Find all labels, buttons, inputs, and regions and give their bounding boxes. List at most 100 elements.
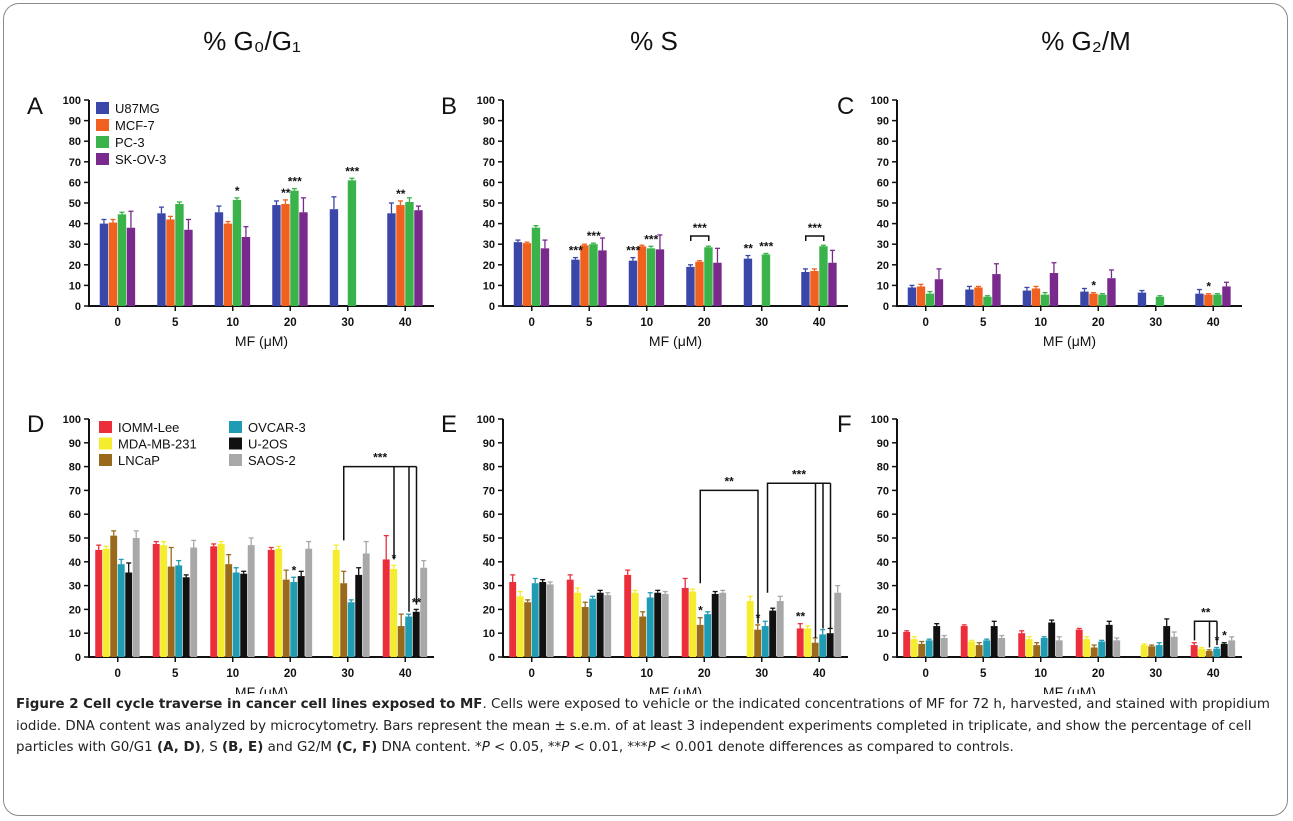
bar: [804, 628, 812, 657]
bar: [918, 643, 926, 657]
bar: [99, 223, 109, 306]
x-tick-label: 30: [755, 668, 768, 680]
bar: [713, 262, 722, 306]
bar: [1155, 296, 1165, 306]
bar: [184, 229, 193, 306]
x-tick-label: 0: [529, 317, 535, 329]
y-tick-label: 10: [69, 628, 81, 640]
x-tick-label: 40: [813, 668, 826, 680]
panel-letter: B: [441, 93, 457, 120]
y-tick-label: 60: [69, 177, 81, 189]
bar: [1155, 645, 1163, 657]
significance-bracket: [766, 482, 831, 593]
y-tick-label: 90: [69, 116, 81, 128]
bar: [1213, 648, 1221, 657]
significance-label: ***: [759, 239, 773, 253]
y-tick-label: 100: [477, 95, 495, 107]
y-tick-label: 50: [877, 198, 889, 210]
bar: [355, 574, 363, 657]
y-tick-label: 30: [877, 581, 889, 593]
bar: [110, 535, 118, 657]
panel-letter: D: [27, 411, 44, 438]
bar: [796, 628, 804, 657]
bar: [1137, 292, 1147, 306]
x-axis-label: MF (μM): [649, 684, 702, 694]
x-tick-label: 30: [341, 317, 354, 329]
y-tick-label: 0: [489, 301, 495, 313]
caption-p-1: P: [481, 740, 490, 755]
x-tick-label: 0: [529, 668, 535, 680]
caption-title: Figure 2 Cell cycle traverse in cancer c…: [16, 697, 483, 712]
x-tick-label: 10: [226, 668, 239, 680]
y-tick-label: 40: [483, 219, 495, 231]
bar: [903, 632, 911, 657]
significance-label: *: [1206, 280, 1211, 294]
significance-label: **: [396, 187, 406, 201]
bar: [1213, 294, 1222, 306]
legend-label: SAOS-2: [248, 453, 296, 468]
y-tick-label: 20: [877, 260, 889, 272]
significance-label: *: [235, 184, 240, 198]
bar: [1107, 278, 1116, 306]
bar: [390, 568, 398, 657]
x-tick-label: 40: [1207, 317, 1220, 329]
bar: [965, 289, 974, 306]
bar: [1048, 622, 1056, 657]
bar: [1083, 639, 1091, 657]
bar: [546, 584, 554, 657]
bar: [711, 593, 719, 657]
bar: [925, 293, 935, 306]
y-tick-label: 20: [69, 604, 81, 616]
x-tick-label: 0: [923, 317, 929, 329]
significance-label: ***: [792, 467, 806, 481]
y-tick-label: 80: [483, 136, 495, 148]
bar: [719, 592, 727, 657]
bar: [225, 564, 233, 657]
bar: [1220, 643, 1228, 657]
bar: [1049, 273, 1059, 306]
bar: [974, 287, 983, 306]
bar: [420, 567, 428, 657]
bar: [925, 640, 933, 657]
bar: [598, 250, 607, 306]
bar: [347, 602, 355, 657]
bar: [387, 213, 396, 306]
x-tick-label: 40: [399, 668, 412, 680]
bar: [1040, 294, 1050, 306]
bar: [998, 637, 1006, 657]
bar: [695, 261, 704, 306]
panel-e: E 0 10 20 30 40 50 60 70 80 90 100 0 5 10 20 30 40 MF (μM)…: [441, 411, 848, 694]
x-tick-label: 0: [923, 668, 929, 680]
y-tick-label: 30: [69, 239, 81, 251]
y-tick-label: 100: [63, 414, 81, 426]
bar: [704, 247, 713, 306]
y-tick-label: 40: [483, 557, 495, 569]
x-tick-label: 30: [1149, 317, 1162, 329]
x-tick-label: 20: [1092, 668, 1105, 680]
significance-bracket: [699, 489, 759, 624]
bar: [1018, 633, 1026, 657]
bar: [299, 212, 308, 306]
bar: [1113, 640, 1121, 657]
bar: [686, 266, 695, 306]
y-tick-label: 60: [69, 509, 81, 521]
legend-swatch: [229, 421, 242, 433]
y-tick-label: 60: [877, 177, 889, 189]
bar: [1148, 646, 1156, 657]
caption-body-7: < 0.001 denote differences as compared t…: [655, 740, 1014, 755]
bar: [746, 601, 754, 657]
bar: [574, 592, 582, 657]
bar: [214, 212, 224, 306]
significance-bracket: [805, 235, 825, 241]
y-tick-label: 60: [877, 509, 889, 521]
bar: [267, 549, 275, 657]
bar: [272, 205, 281, 306]
bar: [1195, 293, 1204, 306]
y-tick-label: 50: [877, 533, 889, 545]
y-tick-label: 20: [483, 260, 495, 272]
legend-swatch: [96, 136, 109, 148]
bar: [828, 262, 837, 306]
bar: [992, 274, 1001, 306]
x-tick-label: 30: [341, 668, 354, 680]
